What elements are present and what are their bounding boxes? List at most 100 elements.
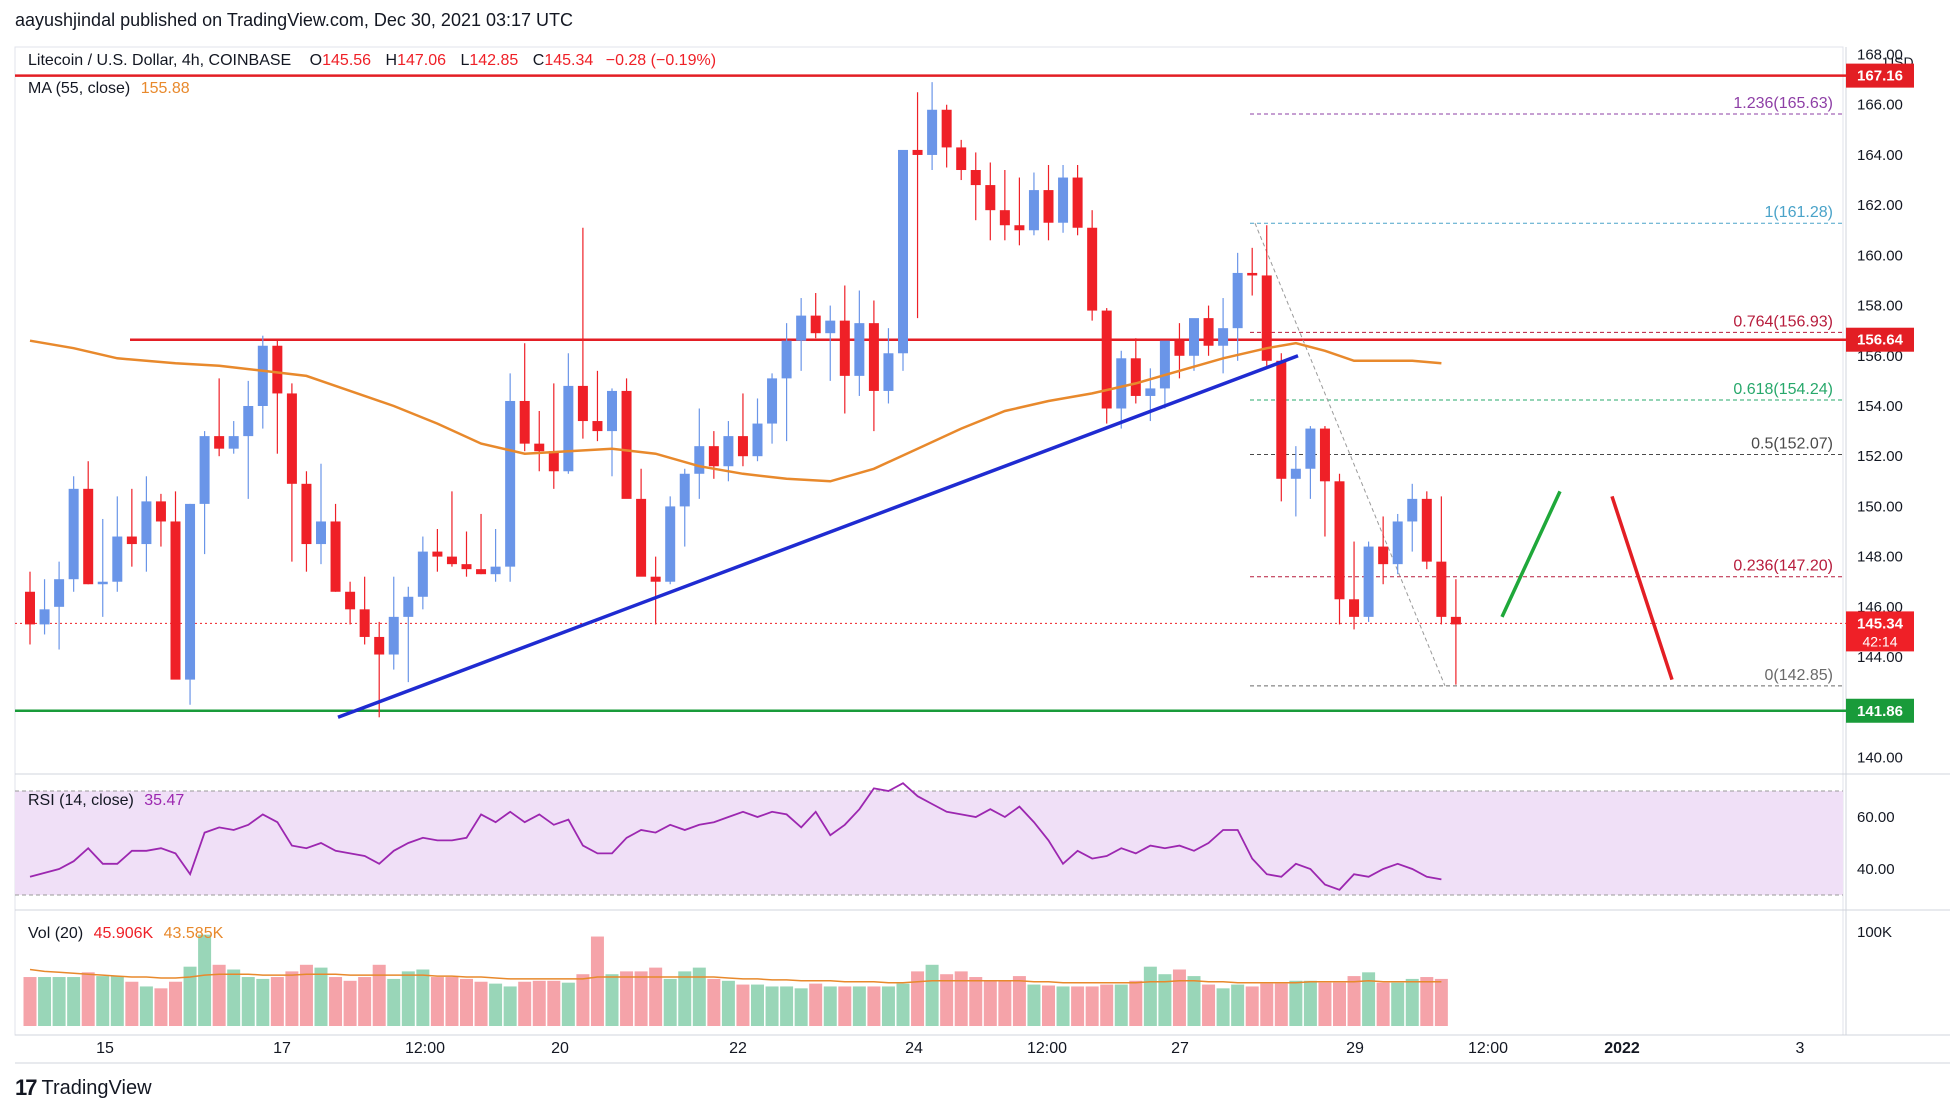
y-tick-label: 158.00 xyxy=(1857,298,1903,315)
candle-body xyxy=(1407,498,1418,522)
volume-bar xyxy=(1274,983,1288,1026)
candle-body xyxy=(1421,498,1432,562)
volume-bar xyxy=(969,977,983,1026)
candle-body xyxy=(1203,318,1214,346)
volume-bar xyxy=(1434,978,1448,1026)
tradingview-footer[interactable]: 17 TradingView xyxy=(15,1075,152,1101)
ma-legend: MA (55, close) 155.88 xyxy=(28,80,194,98)
candle-body xyxy=(39,609,50,625)
volume-ma-line xyxy=(29,968,1442,984)
candle-body xyxy=(1436,561,1447,617)
candle-body xyxy=(1450,616,1461,625)
candle-body xyxy=(286,393,297,484)
volume-bar xyxy=(518,981,532,1026)
volume-bar xyxy=(838,986,852,1026)
y-tick-label: 160.00 xyxy=(1857,247,1903,264)
tradingview-logo-icon: 17 xyxy=(15,1075,38,1100)
candle-body xyxy=(432,551,443,557)
volume-bar xyxy=(1172,969,1186,1026)
volume-bar xyxy=(561,982,575,1026)
volume-bar xyxy=(96,976,110,1026)
volume-bar xyxy=(329,977,343,1026)
candle-body xyxy=(272,345,283,394)
volume-bar xyxy=(1114,984,1128,1026)
volume-bar xyxy=(1056,986,1070,1026)
candle-body xyxy=(1334,481,1345,600)
vol-ma-value: 43.585K xyxy=(163,925,224,942)
volume-bar xyxy=(620,971,634,1026)
candle-body xyxy=(417,551,428,597)
volume-bar xyxy=(881,986,895,1026)
candle-body xyxy=(927,109,938,155)
volume-bar xyxy=(1143,966,1157,1026)
candle-body xyxy=(708,446,719,467)
candle-body xyxy=(985,185,996,211)
rising-trendline xyxy=(337,354,1299,719)
volume-bar xyxy=(1362,972,1376,1026)
candle-body xyxy=(883,353,894,391)
candle-body xyxy=(1087,227,1098,311)
last-price-label: 145.34 xyxy=(1857,615,1904,632)
open-value: 145.56 xyxy=(322,52,372,69)
candle-body xyxy=(592,421,603,432)
vol-tick-label: 100K xyxy=(1857,924,1892,941)
candle-body xyxy=(868,323,879,391)
volume-bar xyxy=(198,934,212,1026)
volume-bar xyxy=(1071,986,1085,1026)
candle-body xyxy=(679,473,690,507)
volume-bar xyxy=(460,978,473,1026)
candle-body xyxy=(781,340,792,379)
candle-body xyxy=(1247,272,1258,276)
candle-body xyxy=(1218,328,1229,346)
volume-bar xyxy=(1260,983,1274,1026)
volume-bar xyxy=(299,964,313,1026)
resistance-top-price-label-bg xyxy=(1846,63,1914,88)
volume-bar xyxy=(241,977,255,1026)
candle-body xyxy=(1363,546,1374,617)
candle-body xyxy=(563,385,574,472)
candle-body xyxy=(316,521,326,545)
y-tick-label: 162.00 xyxy=(1857,197,1903,214)
candle-body xyxy=(1159,340,1170,389)
candle-body xyxy=(1232,272,1243,329)
symbol-legend: Litecoin / U.S. Dollar, 4h, COINBASE O14… xyxy=(28,52,720,70)
candle-body xyxy=(1028,190,1039,231)
candle-body xyxy=(141,501,152,545)
volume-bar xyxy=(372,964,386,1026)
candle-body xyxy=(970,170,981,186)
candle-body xyxy=(1319,428,1330,482)
volume-bar xyxy=(532,980,546,1026)
volume-bar xyxy=(67,977,81,1026)
volume-bar xyxy=(925,964,939,1026)
y-tick-label: 148.00 xyxy=(1857,549,1903,566)
ma55-line xyxy=(29,339,1442,483)
volume-bar xyxy=(823,986,837,1026)
volume-bar xyxy=(663,978,677,1026)
volume-bar xyxy=(707,978,721,1026)
fib-level-label: 0.764(156.93) xyxy=(1733,313,1833,330)
volume-bar xyxy=(1042,985,1055,1026)
candle-body xyxy=(25,591,35,625)
vol-value: 45.906K xyxy=(93,925,154,942)
volume-bar xyxy=(983,980,997,1026)
y-tick-label: 166.00 xyxy=(1857,97,1903,114)
volume-bar xyxy=(23,977,37,1026)
volume-bar xyxy=(1187,976,1201,1026)
volume-bar xyxy=(1100,984,1114,1026)
support-price-label: 141.86 xyxy=(1857,703,1903,720)
volume-bar xyxy=(125,981,139,1026)
candle-body xyxy=(112,536,123,582)
candle-body xyxy=(54,579,65,607)
volume-bar xyxy=(416,969,430,1026)
candle-body xyxy=(999,210,1010,226)
bullish-arrow xyxy=(1500,490,1562,618)
volume-bar xyxy=(503,986,517,1026)
volume-bar xyxy=(1303,980,1317,1026)
volume-bar xyxy=(896,983,910,1026)
candle-body xyxy=(650,576,661,582)
volume-bar xyxy=(852,986,866,1026)
volume-bar xyxy=(1405,978,1419,1026)
candle-body xyxy=(577,385,588,422)
volume-bar xyxy=(911,971,925,1026)
